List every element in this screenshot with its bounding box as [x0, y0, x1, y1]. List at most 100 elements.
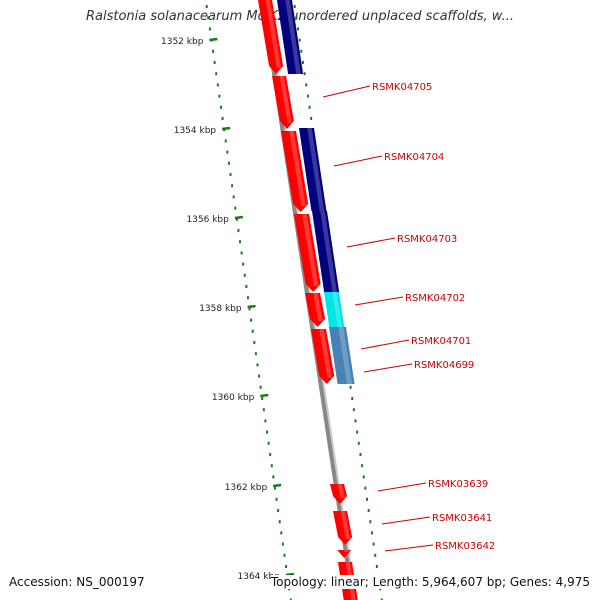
gene-block-red-2-highlight [279, 76, 292, 123]
scale-tick-label: 1358 kbp [199, 304, 242, 314]
gene-label: RSMK04704 [384, 152, 444, 163]
scale-dot [235, 217, 238, 221]
scale-dot [242, 262, 245, 266]
scale-dot [285, 565, 288, 568]
gene-leader-line [346, 237, 396, 248]
scale-dot [259, 385, 262, 389]
scale-dot [237, 229, 240, 232]
gene-leader-line [363, 363, 413, 373]
scale-tick-label: 1356 kbp [186, 215, 229, 225]
scale-dot [277, 509, 280, 512]
feature-dot [310, 117, 313, 120]
scale-dot [270, 464, 273, 468]
scale-dot [251, 329, 254, 333]
gene-block-steelblue-highlight [338, 327, 352, 384]
gene-block-red-4 [294, 214, 321, 292]
scale-dot [218, 94, 221, 98]
feature-dot [303, 72, 306, 76]
gene-block-navy-1-highlight [285, 0, 301, 74]
scale-dot [289, 598, 292, 600]
scale-tick [234, 215, 244, 220]
gene-block-cyan [324, 292, 345, 327]
gene-block-red-3 [281, 131, 309, 212]
feature-dot [370, 531, 373, 535]
scale-tick [260, 393, 269, 398]
scale-dot [215, 72, 218, 76]
gene-block-red-7-highlight [337, 484, 345, 498]
scale-dot [246, 296, 249, 300]
scale-dot [224, 139, 227, 143]
gene-label: RSMK03639 [428, 479, 488, 490]
scale-dot [254, 352, 257, 356]
feature-dot [306, 94, 309, 98]
scale-dot [243, 273, 246, 277]
scale-dot [281, 542, 284, 546]
gene-block-red-5-highlight [313, 293, 323, 321]
gene-block-navy-3-highlight [320, 211, 337, 292]
gene-label: RSMK04701 [411, 336, 471, 347]
gene-block-navy-3-body [312, 211, 340, 292]
scale-dot [272, 475, 275, 479]
gene-block-red-7-body [330, 484, 347, 504]
gene-block-red-5 [305, 293, 326, 327]
scale-dot [273, 486, 276, 490]
feature-dot [293, 5, 296, 8]
scale-dot [280, 531, 283, 535]
genome-summary-label: Topology: linear; Length: 5,964,607 bp; … [270, 575, 590, 589]
gene-label: RSMK04705 [372, 82, 432, 93]
scale-tick [285, 572, 295, 577]
feature-dot [297, 27, 300, 31]
scale-dot [248, 307, 251, 311]
gene-label: RSMK04703 [397, 234, 457, 245]
gene-block-red-4-body [294, 214, 321, 292]
feature-dot [375, 565, 378, 568]
scale-dot [256, 363, 259, 367]
gene-block-red-6-body [311, 329, 335, 384]
feature-dot [301, 61, 304, 64]
scale-dot [266, 430, 269, 434]
feature-dot [367, 509, 370, 512]
scale-dot [283, 553, 286, 557]
gene-block-red-8-body [333, 511, 353, 545]
gene-leader-line [322, 85, 371, 98]
feature-dot [305, 83, 308, 87]
gene-block-red-8-highlight [340, 511, 350, 539]
scale-dot [229, 173, 232, 176]
feature-dot [354, 419, 357, 423]
gene-block-red-7 [330, 484, 347, 504]
gene-block-red-1-body [258, 0, 284, 74]
scale-dot [264, 419, 267, 423]
scale-dot [250, 318, 253, 322]
scale-tick [221, 126, 231, 131]
scale-dot [239, 240, 242, 244]
scale-dot [234, 206, 237, 210]
scale-dot [212, 49, 215, 53]
feature-dot [351, 397, 354, 400]
gene-block-red-6 [311, 329, 335, 384]
scale-track-dots [205, 5, 292, 600]
gene-block-red-4-highlight [302, 214, 319, 286]
feature-dot [366, 497, 369, 501]
gene-block-red-2 [272, 76, 294, 129]
scale-dot [245, 285, 248, 288]
gene-label: RSMK03641 [432, 513, 492, 524]
scale-tick-label: 1364 kbp [238, 572, 281, 582]
scale-dot [253, 341, 256, 344]
gene-block-red-9 [336, 550, 352, 558]
scale-tick-label: 1352 kbp [161, 37, 204, 47]
feature-dot [298, 38, 301, 42]
gene-block-navy-3 [312, 211, 340, 292]
feature-dot [356, 430, 359, 434]
scale-dot [216, 83, 219, 87]
scale-tick [273, 483, 282, 488]
gene-block-red-3-highlight [289, 131, 306, 206]
gene-block-red-5-body [305, 293, 326, 327]
scale-dot [262, 408, 265, 412]
gene-block-red-1-highlight [265, 0, 281, 68]
scale-dot [231, 184, 234, 188]
gene-block-red-2-body [272, 76, 294, 129]
gene-block-cyan-body [324, 292, 345, 327]
feature-dot [308, 105, 311, 109]
gene-leader-line [333, 155, 383, 167]
scale-dot [207, 16, 210, 20]
